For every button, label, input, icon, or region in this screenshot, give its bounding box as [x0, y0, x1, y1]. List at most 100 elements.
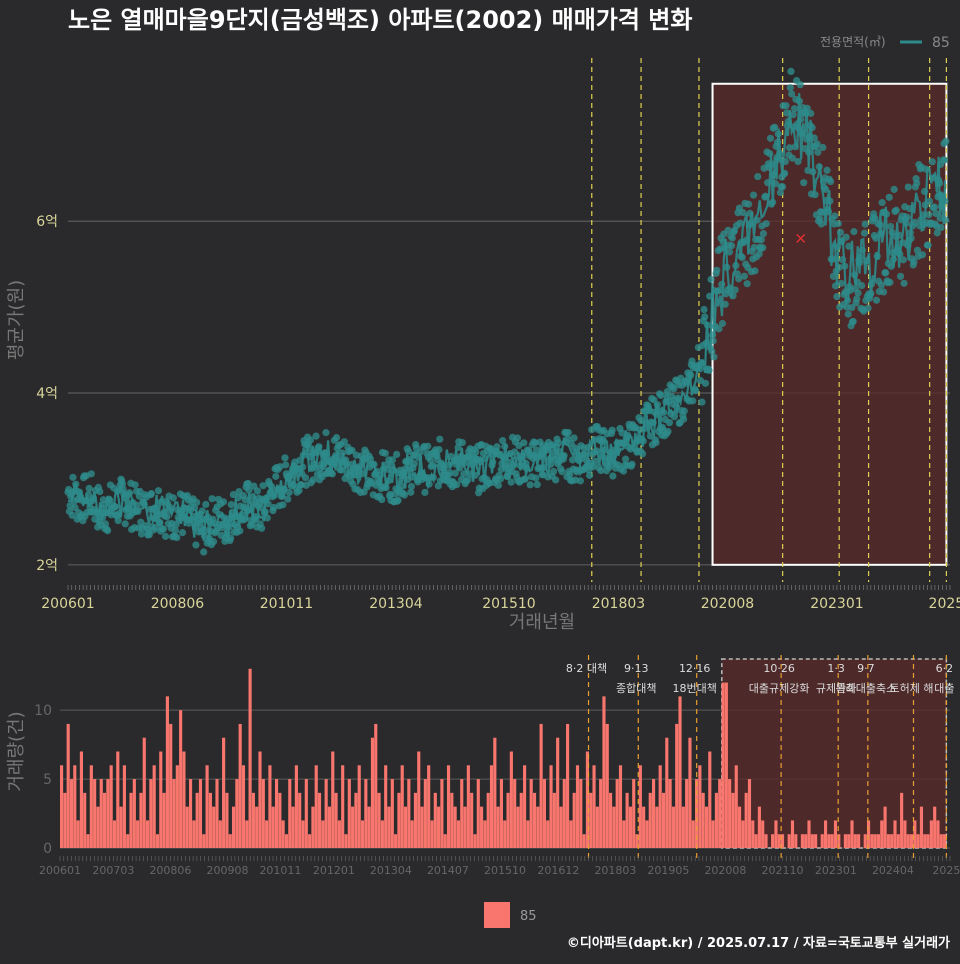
data-point [510, 460, 518, 468]
data-point [570, 434, 578, 442]
volume-bar [830, 834, 834, 848]
volume-bar [747, 779, 752, 848]
data-point [328, 470, 336, 478]
data-point [854, 289, 862, 297]
volume-bar [893, 820, 897, 848]
volume-bar [440, 779, 444, 848]
data-point [532, 446, 541, 454]
data-point [227, 501, 235, 509]
volume-bar [489, 765, 494, 848]
data-point [670, 385, 678, 393]
data-point [823, 166, 831, 174]
volume-bar [536, 806, 540, 848]
policy-label: 1·3 [827, 662, 845, 675]
volume-bar [648, 792, 652, 848]
data-point [736, 219, 744, 227]
volume-bar [622, 820, 626, 848]
data-point [566, 470, 574, 479]
data-point [819, 143, 827, 152]
y-tick-label: 10 [34, 703, 52, 719]
data-point [782, 102, 790, 110]
data-point [900, 279, 908, 287]
volume-bar [721, 682, 725, 848]
volume-bar [569, 820, 573, 848]
policy-label: 토허제 해 [889, 681, 933, 695]
policy-label: 종합대책 [616, 682, 656, 695]
volume-bar [466, 765, 470, 848]
data-point [581, 450, 589, 458]
volume-bar [711, 820, 715, 848]
data-point [458, 438, 466, 447]
volume-bar [880, 820, 884, 848]
volume-bar [810, 834, 814, 848]
data-point [657, 391, 665, 400]
volume-bar [615, 779, 619, 848]
volume-bar [364, 779, 368, 848]
volume-bar [728, 779, 732, 848]
volume-bar [122, 765, 126, 848]
data-point [87, 470, 95, 478]
policy-label: 대출규제강화 [749, 682, 810, 695]
volume-bar [890, 834, 894, 848]
volume-bar [694, 779, 699, 848]
volume-bar [774, 820, 778, 848]
volume-bar [301, 820, 305, 848]
data-point [776, 188, 784, 197]
volume-bar [929, 820, 933, 848]
data-point [725, 248, 734, 256]
volume-bar [552, 792, 556, 848]
volume-bar [89, 765, 93, 848]
data-point [244, 479, 252, 488]
volume-bar [599, 779, 603, 848]
policy-label: 6·2 [936, 662, 954, 675]
volume-bar [943, 834, 947, 848]
data-point [942, 137, 950, 145]
volume-bar [60, 765, 64, 848]
volume-bar [681, 806, 685, 848]
volume-bar [503, 820, 507, 848]
volume-bar [539, 723, 543, 848]
volume-bar [876, 834, 881, 848]
volume-bar [790, 820, 795, 848]
data-point [405, 447, 413, 455]
volume-bar [185, 806, 189, 848]
data-point [837, 279, 845, 287]
x-tick-label: 202110 [761, 864, 803, 877]
data-point [282, 461, 290, 469]
footer-credit: ©디아파트(dapt.kr) / 2025.07.17 / 자료=국토교통부 실… [567, 935, 950, 951]
data-point [219, 498, 228, 506]
volume-bar [407, 779, 411, 848]
data-point [833, 292, 841, 301]
volume-bar [595, 806, 599, 848]
data-point [718, 319, 727, 328]
data-point [554, 439, 563, 447]
volume-bar [857, 834, 861, 848]
data-point [728, 234, 736, 242]
data-point [800, 179, 808, 187]
volume-bar [175, 765, 179, 848]
data-point [156, 518, 164, 527]
data-point [680, 407, 688, 415]
data-point [618, 429, 626, 437]
data-point [451, 469, 459, 477]
data-point [309, 476, 317, 484]
data-point [716, 286, 724, 294]
data-point [679, 415, 688, 423]
volume-bar [814, 834, 818, 848]
data-point [892, 206, 900, 214]
volume-bar [327, 806, 332, 848]
data-point [276, 463, 284, 471]
data-point [925, 197, 934, 205]
volume-bar [427, 765, 431, 848]
data-point [407, 482, 416, 491]
data-point [664, 427, 672, 436]
policy-label: 9·13 [624, 662, 649, 675]
data-point [253, 487, 262, 495]
data-point [114, 516, 122, 525]
volume-bar [473, 834, 477, 848]
data-point [872, 296, 881, 304]
volume-bar [509, 751, 513, 848]
volume-bar [909, 834, 914, 848]
volume-bar [205, 765, 209, 848]
